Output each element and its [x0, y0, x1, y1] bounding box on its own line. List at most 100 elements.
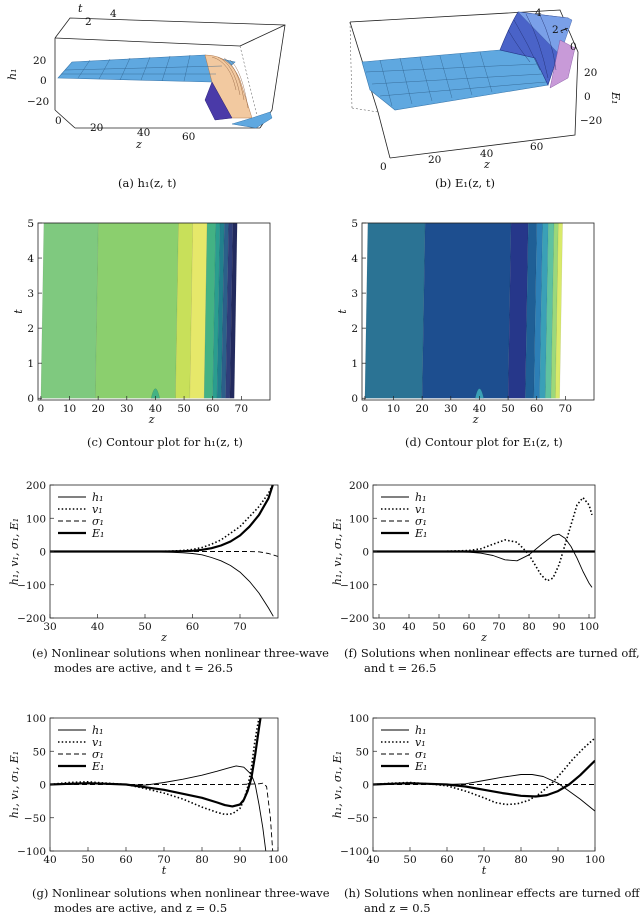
y-tick-label: −50: [24, 813, 46, 825]
panel-b-ttick-2: 0: [570, 41, 577, 53]
panel-a-ztick-3: 60: [182, 131, 195, 143]
series-line-dotted: [50, 485, 274, 553]
panel-b-vtick-0: 20: [584, 67, 597, 79]
x-tick-label: 80: [195, 854, 208, 866]
x-tick-label: 90: [233, 854, 246, 866]
panel-a-vtick-2: −20: [27, 96, 49, 108]
y-axis-label: t: [336, 309, 349, 314]
y-tick-label: 100: [26, 513, 46, 525]
x-tick-label: 30: [43, 621, 56, 633]
panel-b-vtick-1: 0: [584, 91, 591, 103]
x-tick-label: 80: [514, 854, 527, 866]
y-tick-label: 50: [356, 746, 369, 758]
x-tick-label: 0: [38, 403, 45, 415]
x-tick-label: 60: [206, 403, 219, 415]
y-axis-label: h₁, v₁, σ₁, E₁: [331, 518, 344, 585]
panel-b-ztick-1: 20: [428, 154, 441, 166]
y-tick-label: 0: [39, 780, 46, 792]
panel-b-box: [349, 9, 579, 159]
legend-label: σ₁: [415, 748, 427, 761]
x-tick-label: 40: [43, 854, 56, 866]
x-tick-label: 70: [477, 854, 490, 866]
y-tick-label: 200: [349, 480, 369, 492]
caption-h-line1: (h) Solutions when nonlinear effects are…: [344, 886, 640, 900]
caption-g-line2: modes are active, and z = 0.5: [54, 901, 227, 915]
y-tick-label: 50: [33, 746, 46, 758]
y-axis-label: h₁, v₁, σ₁, E₁: [8, 751, 21, 818]
legend-label: σ₁: [415, 515, 427, 528]
x-axis-label: z: [480, 631, 487, 644]
panel-a-tlabel: t: [78, 2, 83, 15]
legend-label: E₁: [91, 527, 104, 540]
y-axis-label: t: [12, 309, 25, 314]
caption-f-line2: and t = 26.5: [364, 661, 436, 675]
legend-label: σ₁: [92, 515, 104, 528]
panel-a-vlabel: h₁: [6, 69, 19, 81]
legend-label: E₁: [91, 760, 104, 773]
panel-b-vtick-2: −20: [580, 115, 602, 127]
panel-a-vtick-1: 0: [40, 75, 47, 87]
caption-g-line1: (g) Nonlinear solutions when nonlinear t…: [32, 886, 330, 900]
x-tick-label: 0: [362, 403, 369, 415]
contour-band: [95, 222, 179, 399]
y-tick-label: 1: [27, 358, 34, 370]
panel-b: 4 2 0 t 20 0 −20 E₁ 0 20 40 60 z (b) E₁(…: [349, 7, 622, 190]
panel-a: 20 0 −20 h₁ 2 4 t 0 20 40 60 z (a) h₁(z,…: [6, 2, 286, 190]
y-tick-label: 0: [27, 393, 34, 405]
caption-b: (b) E₁(z, t): [435, 176, 495, 190]
legend-label: v₁: [415, 503, 426, 516]
y-axis-label: h₁, v₁, σ₁, E₁: [8, 518, 21, 585]
y-tick-label: 4: [351, 253, 358, 265]
y-axis-label: h₁, v₁, σ₁, E₁: [331, 751, 344, 818]
legend-label: E₁: [414, 760, 427, 773]
y-tick-label: 0: [39, 547, 46, 559]
y-tick-label: −200: [17, 613, 46, 625]
x-tick-label: 90: [552, 621, 565, 633]
x-tick-label: 60: [186, 621, 199, 633]
plot-frame: [361, 222, 595, 401]
y-tick-label: −100: [340, 580, 369, 592]
x-tick-label: 40: [366, 854, 379, 866]
series-line-thick: [50, 485, 274, 553]
panel-g: 40 50 60 70 80 90 100 −100 −50 0 50 100 t h₁, v₁, σ₁,…: [8, 713, 288, 877]
x-tick-label: 50: [501, 403, 514, 415]
panel-b-tlabel: t: [557, 25, 571, 36]
series-line-thin: [373, 774, 595, 812]
panel-d: 0 10 20 30 40 50 60 70 0 1 2 3 4 5 z t: [336, 218, 595, 426]
panel-a-mesh: [61, 54, 223, 82]
panel-b-mesh: [365, 51, 547, 107]
x-tick-label: 100: [579, 621, 599, 633]
panel-b-ttick-1: 2: [552, 24, 559, 36]
plot-frame: [37, 222, 271, 401]
x-tick-label: 70: [157, 854, 170, 866]
contour-band: [421, 222, 512, 399]
x-tick-label: 90: [551, 854, 564, 866]
y-tick-label: 3: [27, 288, 34, 300]
x-axis-label: z: [472, 413, 479, 426]
x-tick-label: 50: [81, 854, 94, 866]
x-tick-label: 60: [462, 621, 475, 633]
x-tick-label: 70: [559, 403, 572, 415]
legend-label: σ₁: [92, 748, 104, 761]
legend-label: h₁: [415, 491, 427, 504]
x-tick-label: 70: [492, 621, 505, 633]
series-line-thick: [373, 759, 595, 798]
x-tick-label: 50: [138, 621, 151, 633]
panel-e: 30 40 50 60 70 −200 −100 0 100 200 z h₁, v₁, σ₁, E₁…: [8, 480, 279, 644]
panel-f: 30 40 50 60 70 80 90 100 −200 −100 0 100 200 z h₁, v₁,…: [331, 480, 599, 644]
x-tick-label: 20: [415, 403, 428, 415]
y-tick-label: −200: [340, 613, 369, 625]
y-tick-label: 100: [349, 513, 369, 525]
y-tick-label: 3: [351, 288, 358, 300]
y-tick-label: −50: [347, 813, 369, 825]
panel-a-ttick-0: 2: [85, 16, 92, 28]
caption-d: (d) Contour plot for E₁(z, t): [405, 435, 563, 449]
x-axis-label: z: [160, 631, 167, 644]
x-tick-label: 30: [372, 621, 385, 633]
panel-b-surface-plateau: [361, 49, 549, 111]
panel-b-zlabel: z: [483, 158, 490, 171]
y-tick-label: 200: [26, 480, 46, 492]
y-tick-label: 2: [351, 323, 358, 335]
caption-f-line1: (f) Solutions when nonlinear effects are…: [344, 646, 640, 660]
y-tick-label: −100: [17, 846, 46, 858]
